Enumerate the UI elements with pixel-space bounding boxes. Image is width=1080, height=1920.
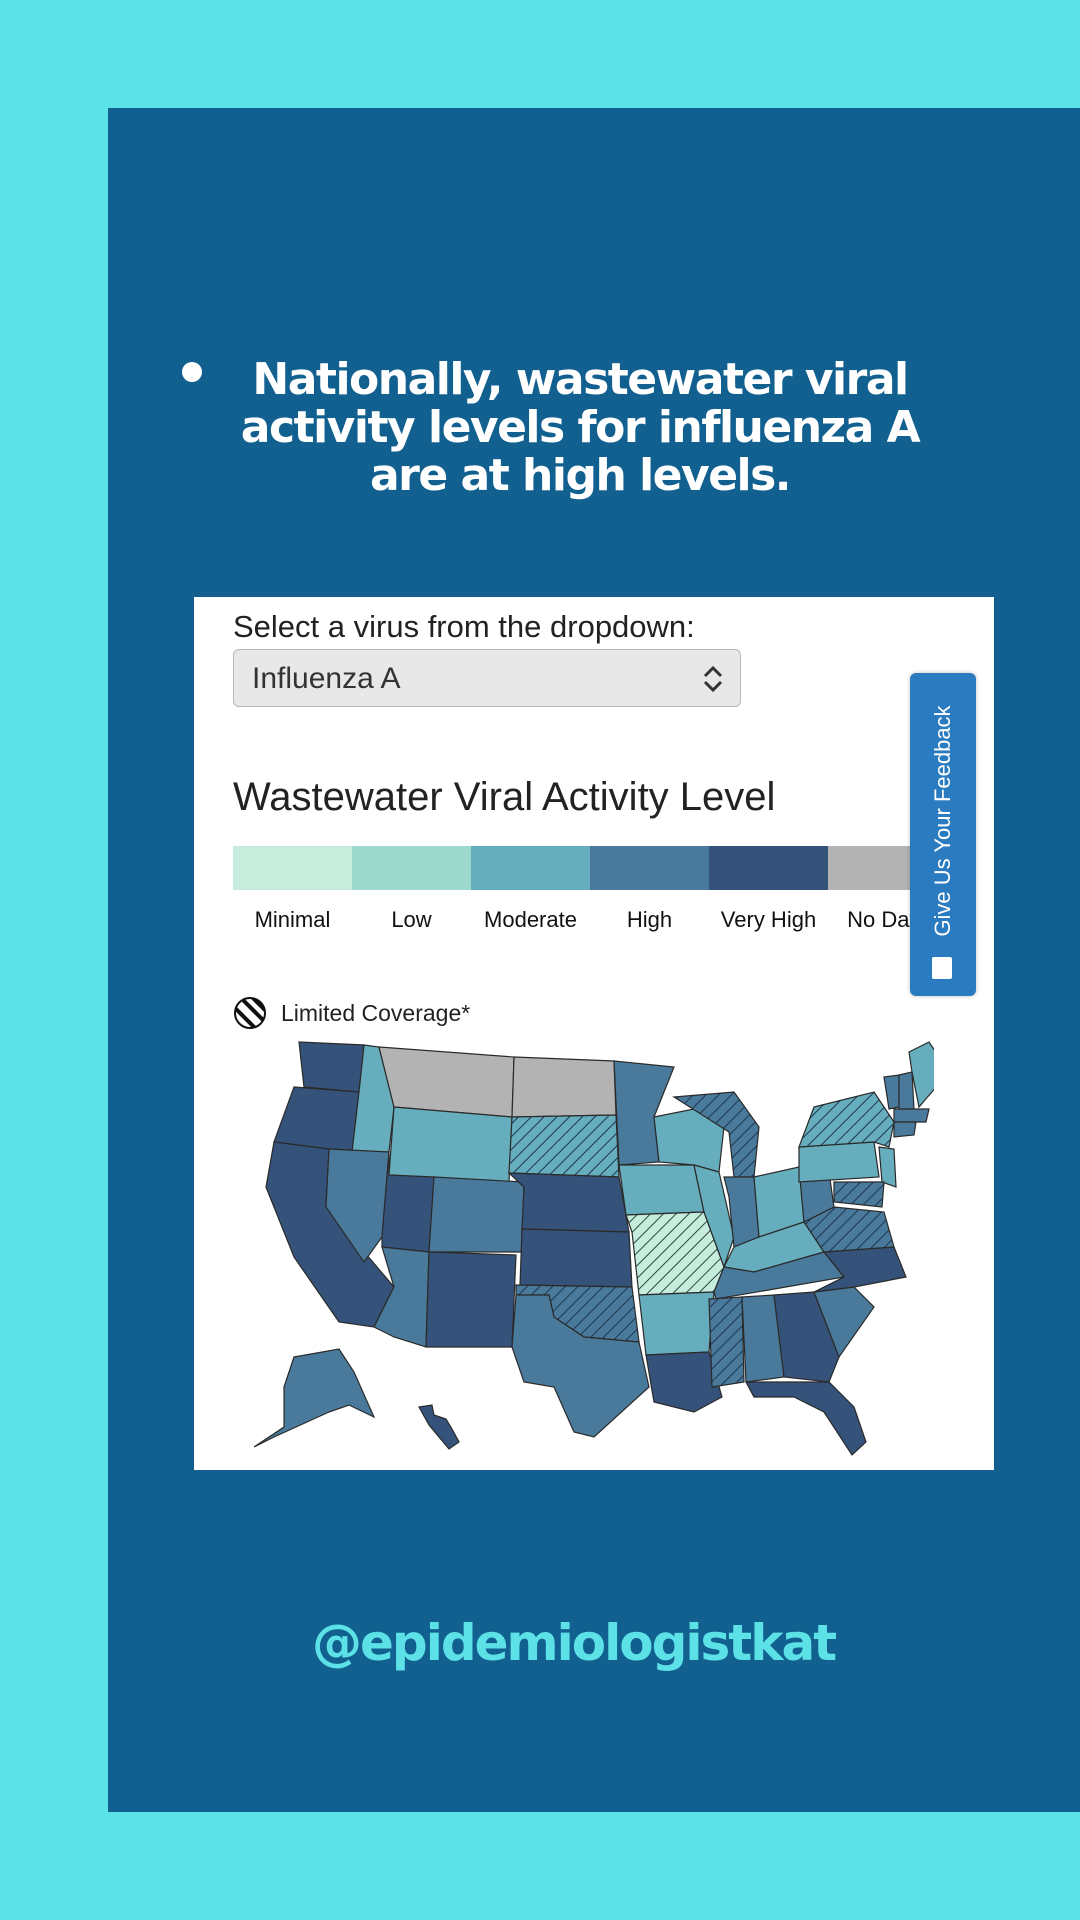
virus-dropdown[interactable]: Influenza A — [233, 649, 741, 707]
state-nevada — [325, 1148, 390, 1264]
state-new-hampshire — [898, 1071, 915, 1110]
state-texas — [511, 1294, 650, 1438]
dropdown-label: Select a virus from the dropdown: — [233, 609, 695, 644]
state-colorado — [428, 1176, 525, 1253]
feedback-button[interactable]: Give Us Your Feedback — [910, 673, 976, 996]
state-washington — [298, 1041, 365, 1093]
legend-labels: Minimal Low Moderate High Very High No D… — [233, 906, 953, 934]
state-iowa — [618, 1164, 705, 1216]
state-new-jersey — [878, 1146, 897, 1188]
state-pennsylvania — [798, 1141, 880, 1183]
comment-icon — [932, 957, 952, 979]
state-south-dakota — [508, 1114, 620, 1178]
state-north-dakota — [511, 1056, 617, 1118]
legend-label-moderate: Moderate — [484, 907, 577, 932]
dropdown-selected-value: Influenza A — [252, 662, 401, 695]
state-louisiana — [645, 1351, 723, 1413]
us-state-map — [254, 1041, 934, 1456]
feedback-label: Give Us Your Feedback — [930, 705, 955, 937]
state-new-york — [798, 1091, 895, 1148]
swatch-very-high — [709, 846, 828, 890]
state-nebraska — [507, 1172, 630, 1233]
state-maryland — [833, 1181, 885, 1208]
state-massachusetts — [893, 1108, 930, 1123]
limited-coverage-legend: Limited Coverage* — [233, 996, 470, 1030]
state-oregon — [273, 1086, 360, 1153]
state-illinois — [693, 1164, 735, 1269]
swatch-low — [352, 846, 471, 890]
legend-label-very-high: Very High — [720, 907, 817, 932]
bullet-point — [182, 362, 202, 382]
legend-label-low: Low — [391, 907, 432, 932]
legend-swatches — [233, 846, 953, 890]
state-vermont — [883, 1074, 900, 1110]
state-georgia — [773, 1291, 840, 1383]
state-mississippi — [708, 1296, 745, 1388]
hatch-icon — [234, 997, 266, 1029]
chevron-updown-icon — [703, 665, 723, 693]
author-handle: @epidemiologistkat — [312, 1614, 837, 1672]
legend-label-minimal: Minimal — [254, 907, 331, 932]
state-hawaii — [418, 1404, 460, 1450]
state-maine — [908, 1041, 934, 1109]
screenshot-card: Select a virus from the dropdown: Influe… — [194, 597, 994, 1470]
swatch-minimal — [233, 846, 352, 890]
state-florida — [745, 1381, 867, 1456]
swatch-moderate — [471, 846, 590, 890]
swatch-high — [590, 846, 709, 890]
state-kansas — [519, 1228, 633, 1288]
state-wyoming — [388, 1106, 513, 1183]
state-arkansas — [638, 1291, 715, 1356]
state-alaska — [254, 1348, 376, 1448]
state-new-mexico — [425, 1251, 517, 1348]
limited-coverage-label: Limited Coverage* — [281, 999, 471, 1026]
state-montana — [378, 1046, 515, 1118]
headline-text: Nationally, wastewater viral activity le… — [240, 354, 921, 501]
state-connecticut — [893, 1121, 917, 1138]
legend-label-high: High — [626, 907, 673, 932]
legend-title: Wastewater Viral Activity Level — [233, 775, 776, 819]
